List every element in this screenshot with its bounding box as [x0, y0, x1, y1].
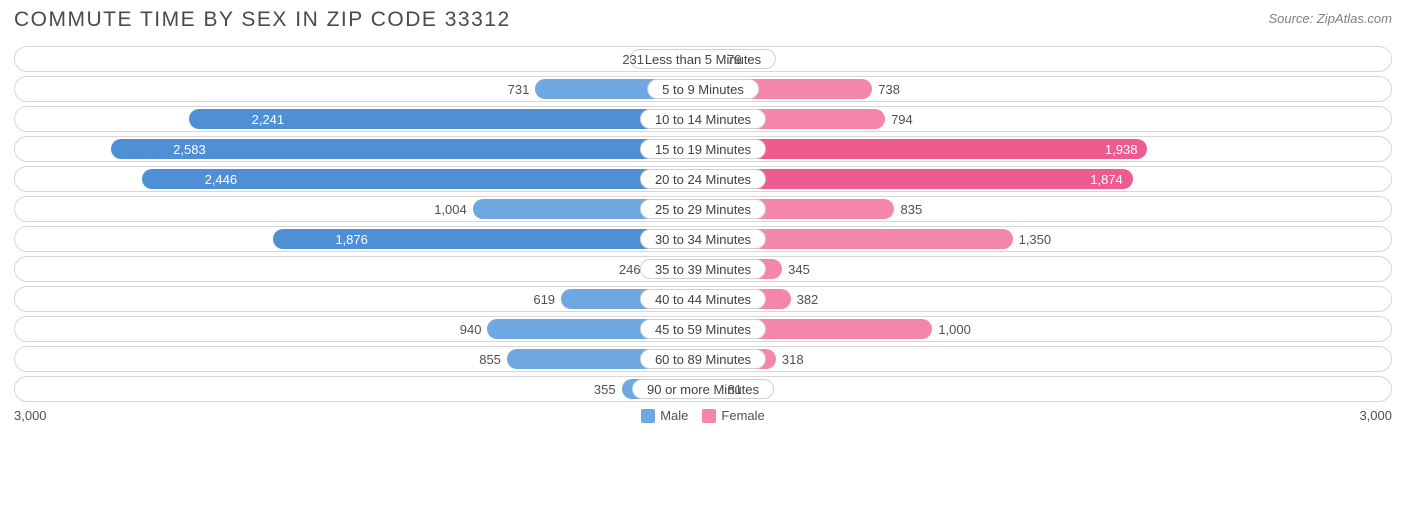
chart-row: 25 to 29 Minutes 1,004 835: [14, 196, 1392, 222]
category-label: 45 to 59 Minutes: [640, 319, 766, 339]
chart-header: COMMUTE TIME BY SEX IN ZIP CODE 33312 So…: [14, 8, 1392, 32]
source-attribution: Source: ZipAtlas.com: [1268, 8, 1392, 26]
chart-row-track: 15 to 19 Minutes 2,583 1,938: [14, 136, 1392, 162]
swatch-male: [641, 409, 655, 423]
legend-label-female: Female: [721, 408, 764, 423]
chart-row: 45 to 59 Minutes 940 1,000: [14, 316, 1392, 342]
category-label: 40 to 44 Minutes: [640, 289, 766, 309]
diverging-bar-chart: Less than 5 Minutes231 79 5 to 9 Minutes 73…: [14, 46, 1392, 402]
value-label-female: 835: [894, 197, 928, 223]
value-label-female: 345: [782, 257, 816, 283]
chart-row-track: 20 to 24 Minutes 2,446 1,874: [14, 166, 1392, 192]
source-name: ZipAtlas.com: [1317, 11, 1392, 26]
value-label-male: 619: [527, 287, 561, 313]
chart-row-track: 60 to 89 Minutes 855 318: [14, 346, 1392, 372]
legend-item-female: Female: [702, 408, 764, 423]
value-label-male: 1,876: [325, 227, 378, 253]
axis-right-max: 3,000: [1359, 408, 1392, 423]
value-label-male: 355: [588, 377, 622, 403]
legend: Male Female: [641, 408, 765, 423]
category-label: 10 to 14 Minutes: [640, 109, 766, 129]
value-label-female: 1,000: [932, 317, 977, 343]
value-label-male: 940: [454, 317, 488, 343]
value-label-female: 738: [872, 77, 906, 103]
chart-row: 10 to 14 Minutes 2,241 794: [14, 106, 1392, 132]
chart-title: COMMUTE TIME BY SEX IN ZIP CODE 33312: [14, 8, 511, 32]
value-label-female: 1,938: [1095, 137, 1148, 163]
value-label-female: 1,874: [1080, 167, 1133, 193]
value-label-male: 2,446: [195, 167, 248, 193]
source-prefix: Source:: [1268, 11, 1316, 26]
category-label: 90 or more Minutes: [632, 379, 774, 399]
value-label-male: 246: [613, 257, 647, 283]
chart-row: 15 to 19 Minutes 2,583 1,938: [14, 136, 1392, 162]
category-label: 60 to 89 Minutes: [640, 349, 766, 369]
chart-row-track: 40 to 44 Minutes 619 382: [14, 286, 1392, 312]
category-label: 25 to 29 Minutes: [640, 199, 766, 219]
swatch-female: [702, 409, 716, 423]
chart-row-track: 35 to 39 Minutes246 345: [14, 256, 1392, 282]
chart-row: 35 to 39 Minutes246 345: [14, 256, 1392, 282]
chart-row: 60 to 89 Minutes 855 318: [14, 346, 1392, 372]
value-label-female: 81: [722, 377, 748, 403]
legend-item-male: Male: [641, 408, 688, 423]
category-label: Less than 5 Minutes: [630, 49, 776, 69]
chart-row: 90 or more Minutes 355 81: [14, 376, 1392, 402]
value-label-male: 2,241: [242, 107, 295, 133]
value-label-male: 2,583: [163, 137, 216, 163]
chart-row-track: 45 to 59 Minutes 940 1,000: [14, 316, 1392, 342]
value-label-male: 731: [502, 77, 536, 103]
chart-row: 20 to 24 Minutes 2,446 1,874: [14, 166, 1392, 192]
bar-female: [703, 139, 1147, 159]
chart-row-track: 90 or more Minutes 355 81: [14, 376, 1392, 402]
category-label: 20 to 24 Minutes: [640, 169, 766, 189]
value-label-female: 794: [885, 107, 919, 133]
category-label: 30 to 34 Minutes: [640, 229, 766, 249]
value-label-female: 382: [791, 287, 825, 313]
chart-row: 40 to 44 Minutes 619 382: [14, 286, 1392, 312]
value-label-female: 1,350: [1013, 227, 1058, 253]
bar-female: [703, 169, 1133, 189]
chart-row: Less than 5 Minutes231 79: [14, 46, 1392, 72]
legend-label-male: Male: [660, 408, 688, 423]
value-label-male: 855: [473, 347, 507, 373]
chart-footer: 3,000 Male Female 3,000: [14, 408, 1392, 423]
category-label: 15 to 19 Minutes: [640, 139, 766, 159]
chart-row-track: Less than 5 Minutes231 79: [14, 46, 1392, 72]
value-label-male: 231: [616, 47, 650, 73]
category-label: 35 to 39 Minutes: [640, 259, 766, 279]
chart-row-track: 5 to 9 Minutes 731 738: [14, 76, 1392, 102]
value-label-female: 79: [721, 47, 747, 73]
value-label-male: 1,004: [428, 197, 473, 223]
axis-left-max: 3,000: [14, 408, 47, 423]
chart-row-track: 10 to 14 Minutes 2,241 794: [14, 106, 1392, 132]
chart-row-track: 30 to 34 Minutes 1,876 1,350: [14, 226, 1392, 252]
value-label-female: 318: [776, 347, 810, 373]
chart-row: 5 to 9 Minutes 731 738: [14, 76, 1392, 102]
chart-row-track: 25 to 29 Minutes 1,004 835: [14, 196, 1392, 222]
category-label: 5 to 9 Minutes: [647, 79, 759, 99]
chart-row: 30 to 34 Minutes 1,876 1,350: [14, 226, 1392, 252]
